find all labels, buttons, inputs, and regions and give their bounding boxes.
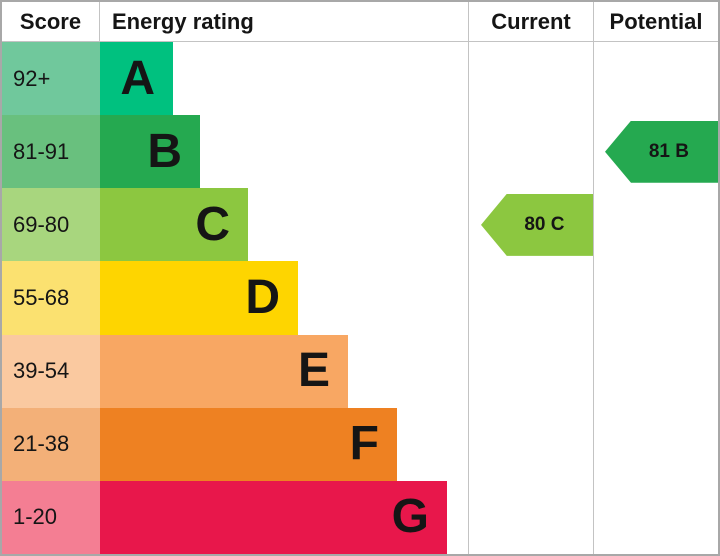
header-potential: Potential bbox=[593, 2, 718, 41]
band-row-a: 92+ A bbox=[2, 42, 718, 116]
score-range-b: 81-91 bbox=[2, 115, 100, 189]
current-cell-c: 80 C bbox=[468, 188, 593, 262]
chart-header: Score Energy rating Current Potential bbox=[2, 2, 718, 42]
score-range-d: 55-68 bbox=[2, 261, 100, 335]
band-row-c: 69-80 C 80 C bbox=[2, 188, 718, 262]
potential-cell-c bbox=[593, 188, 718, 262]
band-bar-g: G bbox=[100, 480, 447, 554]
header-current: Current bbox=[468, 2, 593, 41]
potential-cell-a bbox=[593, 42, 718, 116]
band-bar-d: D bbox=[100, 261, 298, 335]
band-bar-cell-g: G bbox=[100, 480, 468, 554]
band-bar-e: E bbox=[100, 334, 348, 408]
potential-cell-g bbox=[593, 480, 718, 554]
band-row-g: 1-20 G bbox=[2, 480, 718, 554]
band-bar-cell-e: E bbox=[100, 334, 468, 408]
band-bar-b: B bbox=[100, 115, 200, 189]
band-row-b: 81-91 B 81 B bbox=[2, 115, 718, 189]
current-cell-g bbox=[468, 480, 593, 554]
current-cell-d bbox=[468, 261, 593, 335]
band-bar-cell-b: B bbox=[100, 115, 468, 189]
band-bar-f: F bbox=[100, 407, 397, 481]
band-bar-cell-c: C bbox=[100, 188, 468, 262]
potential-cell-b: 81 B bbox=[593, 115, 718, 189]
score-range-c: 69-80 bbox=[2, 188, 100, 262]
score-range-e: 39-54 bbox=[2, 334, 100, 408]
band-bar-a: A bbox=[100, 42, 173, 116]
band-bar-cell-a: A bbox=[100, 42, 468, 116]
header-energy-rating: Energy rating bbox=[112, 8, 254, 34]
band-bar-cell-f: F bbox=[100, 407, 468, 481]
current-cell-a bbox=[468, 42, 593, 116]
score-range-a: 92+ bbox=[2, 42, 100, 116]
band-row-d: 55-68 D bbox=[2, 261, 718, 335]
band-bar-cell-d: D bbox=[100, 261, 468, 335]
score-range-g: 1-20 bbox=[2, 480, 100, 554]
potential-cell-e bbox=[593, 334, 718, 408]
current-cell-f bbox=[468, 407, 593, 481]
potential-rating-arrow: 81 B bbox=[605, 120, 718, 183]
band-row-e: 39-54 E bbox=[2, 334, 718, 408]
band-row-f: 21-38 F bbox=[2, 407, 718, 481]
current-cell-b bbox=[468, 115, 593, 189]
potential-cell-f bbox=[593, 407, 718, 481]
current-rating-arrow: 80 C bbox=[481, 193, 593, 256]
header-score: Score bbox=[2, 2, 100, 41]
potential-cell-d bbox=[593, 261, 718, 335]
current-cell-e bbox=[468, 334, 593, 408]
score-range-f: 21-38 bbox=[2, 407, 100, 481]
band-bar-c: C bbox=[100, 188, 248, 262]
